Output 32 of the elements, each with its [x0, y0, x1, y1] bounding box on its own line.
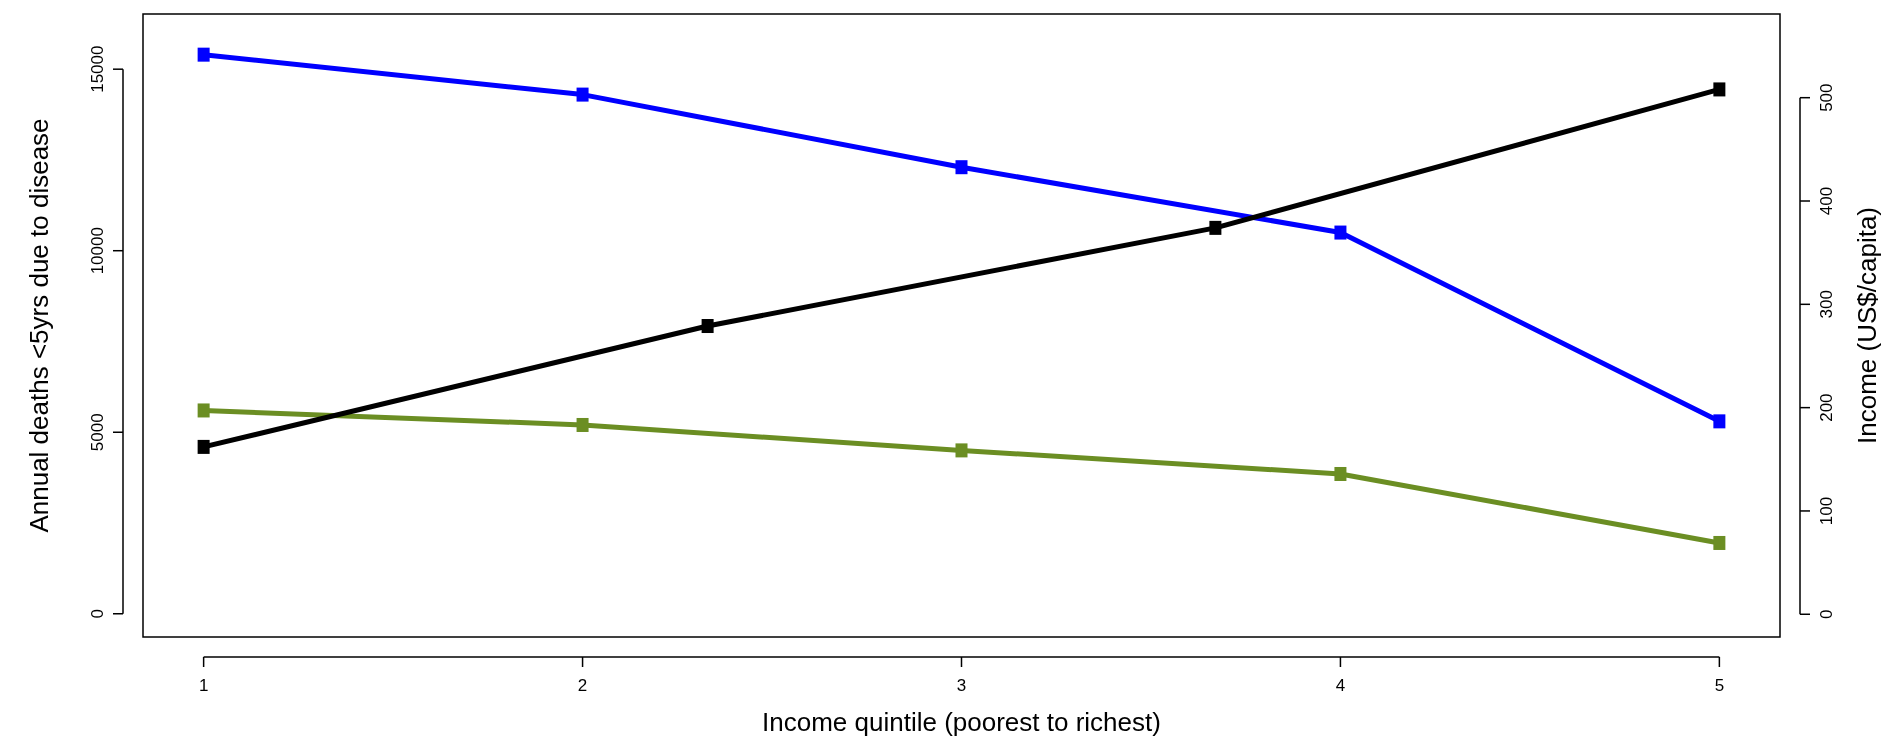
- point: [1334, 466, 1347, 481]
- y-tick-label: 15000: [88, 45, 107, 93]
- y-tick-label: 10000: [88, 227, 107, 275]
- x-tick-label: 4: [1335, 676, 1346, 695]
- y-tick-label: 5000: [88, 413, 107, 452]
- point: [1713, 82, 1726, 97]
- y2-tick-label: 300: [1817, 290, 1836, 319]
- x-tick-label: 5: [1714, 676, 1725, 695]
- point: [197, 439, 210, 454]
- x-axis-title: Income quintile (poorest to richest): [762, 707, 1161, 737]
- y2-axis-title: Income (US$/capita): [1852, 207, 1882, 444]
- point: [197, 47, 210, 62]
- point: [197, 403, 210, 418]
- point: [1713, 535, 1726, 550]
- x-tick-label: 3: [956, 676, 967, 695]
- point: [576, 87, 589, 102]
- y2-tick-label: 0: [1817, 609, 1836, 619]
- point: [701, 319, 714, 334]
- point: [1713, 414, 1726, 429]
- point: [576, 417, 589, 432]
- x-tick-label: 2: [577, 676, 588, 695]
- y-axis-title: Annual deaths <5yrs due to disease: [24, 118, 54, 533]
- y2-tick-label: 500: [1817, 83, 1836, 112]
- x-tick-label: 1: [198, 676, 209, 695]
- y-tick-label: 0: [88, 609, 107, 619]
- y2-tick-label: 400: [1817, 186, 1836, 216]
- point: [955, 160, 968, 175]
- y2-tick-label: 200: [1817, 393, 1836, 422]
- point: [1209, 220, 1222, 235]
- point: [955, 443, 968, 458]
- point: [1334, 225, 1347, 240]
- y2-tick-label: 100: [1817, 496, 1836, 526]
